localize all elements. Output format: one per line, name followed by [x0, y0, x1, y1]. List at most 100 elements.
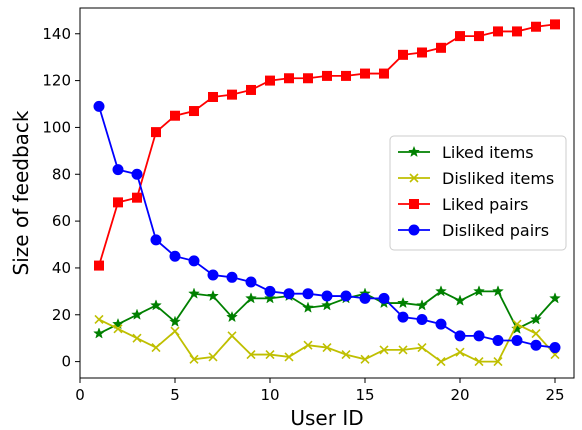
data-point-disliked-pairs — [359, 292, 371, 304]
data-point-disliked-pairs — [112, 164, 124, 176]
data-point-disliked-pairs — [226, 271, 238, 283]
data-point-liked-pairs — [303, 73, 313, 84]
data-point-liked-pairs — [341, 70, 351, 81]
data-point-liked-items — [321, 299, 333, 311]
y-tick-label: 0 — [61, 353, 71, 371]
legend: Liked items Disliked items Liked pairs Disl… — [389, 135, 567, 251]
data-point-liked-items — [302, 301, 314, 313]
data-point-liked-pairs — [474, 31, 484, 42]
series-line-disliked-items — [98, 318, 556, 363]
data-point-liked-items — [454, 294, 466, 306]
data-point-liked-pairs — [360, 68, 370, 79]
data-point-disliked-pairs — [511, 335, 523, 347]
x-axis-ticks: 0 5 10 15 20 25 — [75, 378, 565, 404]
y-tick-label: 20 — [52, 306, 71, 324]
series-layer — [93, 19, 561, 367]
data-point-liked-items — [245, 292, 257, 304]
data-point-liked-pairs — [189, 106, 199, 117]
data-point-disliked-items — [379, 345, 389, 355]
data-point-disliked-items — [246, 350, 256, 360]
data-point-disliked-items — [322, 342, 332, 353]
data-point-liked-pairs — [246, 84, 256, 95]
data-point-liked-items — [188, 287, 200, 299]
data-point-disliked-pairs — [321, 290, 333, 302]
data-point-disliked-items — [436, 357, 446, 367]
y-tick-label: 80 — [52, 165, 71, 183]
data-point-disliked-items — [265, 350, 275, 360]
x-tick-label: 0 — [75, 386, 85, 404]
data-point-disliked-pairs — [245, 276, 257, 288]
legend-label: Liked items — [442, 143, 534, 162]
data-point-disliked-items — [341, 350, 351, 360]
x-tick-label: 10 — [260, 386, 279, 404]
data-point-disliked-pairs — [473, 330, 485, 342]
data-point-disliked-items — [132, 333, 142, 343]
legend-label: Liked pairs — [442, 195, 528, 214]
y-tick-label: 120 — [42, 72, 71, 90]
legend-entry-disliked-pairs: Disliked pairs — [398, 221, 549, 240]
data-point-disliked-items — [474, 357, 484, 367]
data-point-disliked-items — [493, 357, 503, 367]
legend-marker — [408, 145, 420, 158]
data-point-disliked-items — [303, 340, 313, 350]
y-tick-label: 100 — [42, 118, 71, 136]
data-point-disliked-pairs — [302, 288, 314, 300]
data-point-liked-items — [397, 296, 409, 309]
axes-frame — [79, 7, 575, 379]
series-disliked-pairs — [93, 100, 561, 354]
data-point-liked-items — [93, 327, 105, 339]
data-point-liked-pairs — [113, 197, 123, 208]
data-point-liked-items — [131, 308, 143, 320]
data-point-liked-pairs — [227, 89, 237, 100]
y-tick-label: 40 — [52, 259, 71, 277]
data-point-disliked-items — [398, 345, 408, 355]
data-point-disliked-items — [360, 354, 370, 364]
data-point-liked-pairs — [151, 127, 161, 138]
legend-marker — [409, 173, 419, 183]
data-point-disliked-pairs — [454, 330, 466, 342]
data-point-liked-pairs — [170, 110, 180, 121]
data-point-disliked-pairs — [435, 318, 447, 330]
data-point-disliked-items — [170, 326, 180, 336]
data-point-disliked-items — [94, 314, 104, 325]
data-point-disliked-pairs — [340, 290, 352, 302]
data-point-disliked-pairs — [150, 234, 162, 246]
data-point-disliked-items — [531, 328, 541, 339]
data-point-liked-items — [169, 315, 181, 327]
data-point-disliked-items — [189, 354, 199, 364]
data-point-liked-items — [264, 292, 276, 304]
series-liked-pairs — [94, 19, 560, 271]
data-point-liked-items — [226, 310, 238, 323]
series-disliked-items — [94, 314, 560, 367]
x-tick-label: 20 — [450, 386, 469, 404]
legend-marker — [409, 199, 419, 209]
data-point-disliked-items — [455, 347, 465, 357]
data-point-liked-pairs — [417, 47, 427, 58]
data-point-liked-pairs — [132, 192, 142, 203]
data-point-liked-pairs — [493, 26, 503, 37]
data-point-disliked-pairs — [93, 100, 105, 112]
legend-label: Disliked items — [442, 169, 554, 188]
data-point-disliked-pairs — [492, 335, 504, 347]
series-liked-items — [93, 285, 561, 339]
data-point-disliked-pairs — [283, 288, 295, 300]
data-point-liked-items — [492, 285, 504, 297]
x-tick-label: 5 — [170, 386, 180, 404]
data-point-liked-pairs — [550, 19, 560, 30]
legend-entry-disliked-items: Disliked items — [398, 169, 554, 188]
legend-entry-liked-pairs: Liked pairs — [398, 195, 528, 214]
data-point-liked-pairs — [379, 68, 389, 79]
data-point-disliked-items — [512, 319, 522, 329]
data-point-liked-items — [530, 313, 542, 325]
data-point-liked-pairs — [322, 70, 332, 81]
data-point-disliked-pairs — [169, 250, 181, 262]
x-tick-label: 15 — [355, 386, 374, 404]
data-point-liked-pairs — [284, 73, 294, 84]
data-point-liked-pairs — [436, 42, 446, 53]
data-point-liked-pairs — [512, 26, 522, 37]
data-point-liked-items — [112, 317, 124, 330]
data-point-disliked-pairs — [188, 255, 200, 267]
data-point-liked-items — [416, 299, 428, 311]
data-point-liked-pairs — [531, 21, 541, 32]
data-point-disliked-pairs — [549, 342, 561, 354]
